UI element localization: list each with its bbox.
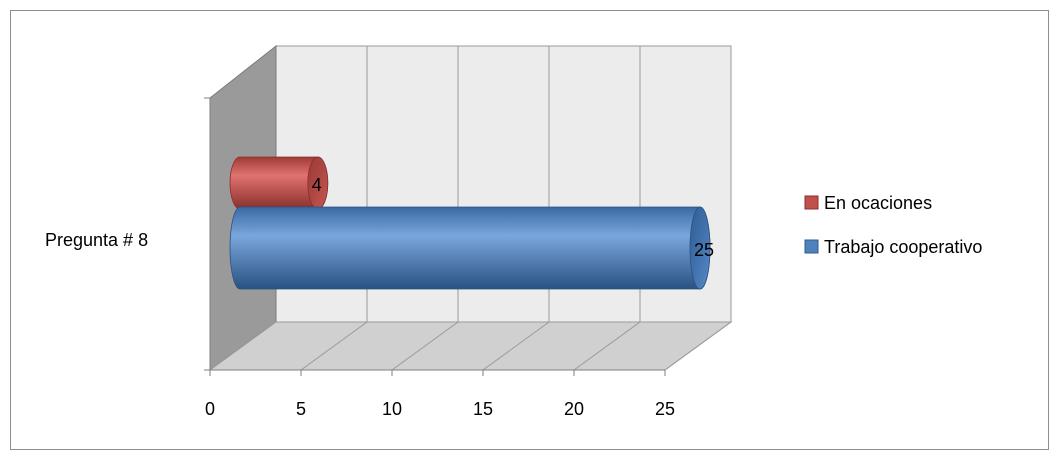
data-labels: 4 25 [312,175,714,260]
bar-cap-trabajo-cooperativo [689,206,711,290]
data-label-trabajo-cooperativo: 25 [694,240,714,260]
grid-line-floor-15 [482,321,550,371]
bar-trabajo-cooperativo [229,206,711,290]
grid-line-floor-5 [300,321,368,371]
axes [204,97,665,371]
x-tick-label-0: 0 [205,399,215,419]
data-label-en-ocaciones: 4 [312,175,322,195]
grid-line-floor-20 [573,321,641,371]
legend-label-en-ocaciones: En ocaciones [824,193,932,213]
legend-swatch-en-ocaciones [804,195,819,210]
x-tick-marks [209,370,666,376]
bars [229,156,711,290]
grid-line-floor-25 [664,321,732,371]
bar-chart: 0 5 10 15 20 25 4 25 Pregunta # 8 En ocaciones… [45,44,982,419]
grid-line-floor-10 [391,321,459,371]
category-label: Pregunta # 8 [45,230,148,250]
x-tick-label-25: 25 [655,399,675,419]
legend-label-trabajo-cooperativo: Trabajo cooperativo [824,237,982,257]
floor [208,321,733,371]
x-tick-labels: 0 5 10 15 20 25 [205,399,675,419]
x-tick-label-20: 20 [564,399,584,419]
x-tick-label-15: 15 [473,399,493,419]
x-tick-label-5: 5 [296,399,306,419]
x-tick-label-10: 10 [382,399,402,419]
legend: En ocaciones Trabajo cooperativo [804,193,982,257]
legend-swatch-trabajo-cooperativo [804,239,819,254]
